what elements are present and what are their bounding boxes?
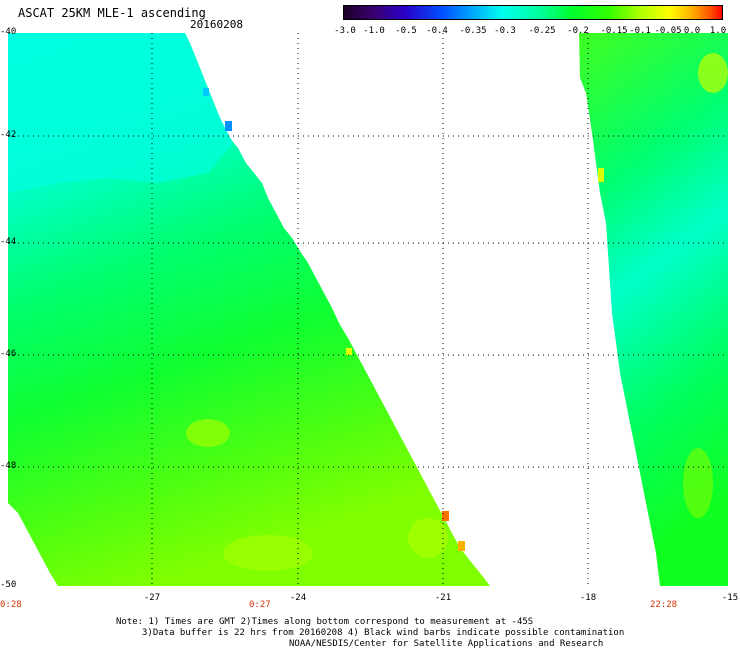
time-label: 0:28: [0, 600, 22, 610]
time-label: 22:28: [650, 600, 678, 610]
yellowgreen-patch: [683, 448, 713, 518]
note-line-3: NOAA/NESDIS/Center for Satellite Applica…: [289, 639, 604, 649]
lon-label: -27: [143, 593, 161, 603]
yellow-speck: [346, 348, 352, 355]
colorbar-tick: -0.15: [600, 26, 628, 36]
colorbar-tick: -0.35: [459, 26, 487, 36]
time-label: 0:27: [249, 600, 271, 610]
colorbar-tick: -0.1: [629, 26, 651, 36]
lat-label: -44: [0, 237, 17, 247]
colorbar-tick: -3.0: [334, 26, 356, 36]
blue-speck: [203, 88, 209, 96]
lon-label: -15: [721, 593, 739, 603]
cyan-patch: [8, 33, 233, 193]
colorbar-tick: -0.05: [654, 26, 682, 36]
lon-label: -21: [434, 593, 452, 603]
orange-speck: [458, 541, 465, 551]
yellow-patch: [698, 53, 728, 93]
map-date: 20160208: [190, 18, 243, 31]
colorbar-tick: -0.4: [426, 26, 448, 36]
note-line-2: 3)Data buffer is 22 hrs from 20160208 4)…: [142, 628, 625, 638]
lon-label: -24: [289, 593, 307, 603]
lon-label: -18: [579, 593, 597, 603]
swath-map: [8, 33, 728, 586]
lat-label: -46: [0, 349, 17, 359]
yellowgreen-patch: [223, 535, 313, 571]
colorbar-tick: -0.3: [494, 26, 516, 36]
lat-label: -48: [0, 461, 17, 471]
colorbar-tick: -0.25: [528, 26, 556, 36]
lat-label: -40: [0, 27, 17, 37]
colorbar-tick: 0.0: [683, 26, 701, 36]
yellowgreen-patch: [186, 419, 230, 447]
lat-label: -50: [0, 580, 17, 590]
colorbar-tick: 1.0: [709, 26, 727, 36]
right-swath: [579, 33, 728, 586]
colorbar: [343, 5, 723, 20]
colorbar-tick: -0.2: [567, 26, 589, 36]
orange-speck: [442, 511, 449, 521]
yellowgreen-patch: [408, 518, 448, 558]
note-line-1: Note: 1) Times are GMT 2)Times along bot…: [116, 617, 534, 627]
colorbar-tick: -0.5: [395, 26, 417, 36]
blue-speck: [225, 121, 232, 131]
yellow-speck: [598, 168, 604, 182]
lat-label: -42: [0, 130, 17, 140]
graticule: [8, 33, 728, 586]
map-title: ASCAT 25KM MLE-1 ascending: [18, 6, 206, 20]
colorbar-tick: -1.0: [363, 26, 385, 36]
